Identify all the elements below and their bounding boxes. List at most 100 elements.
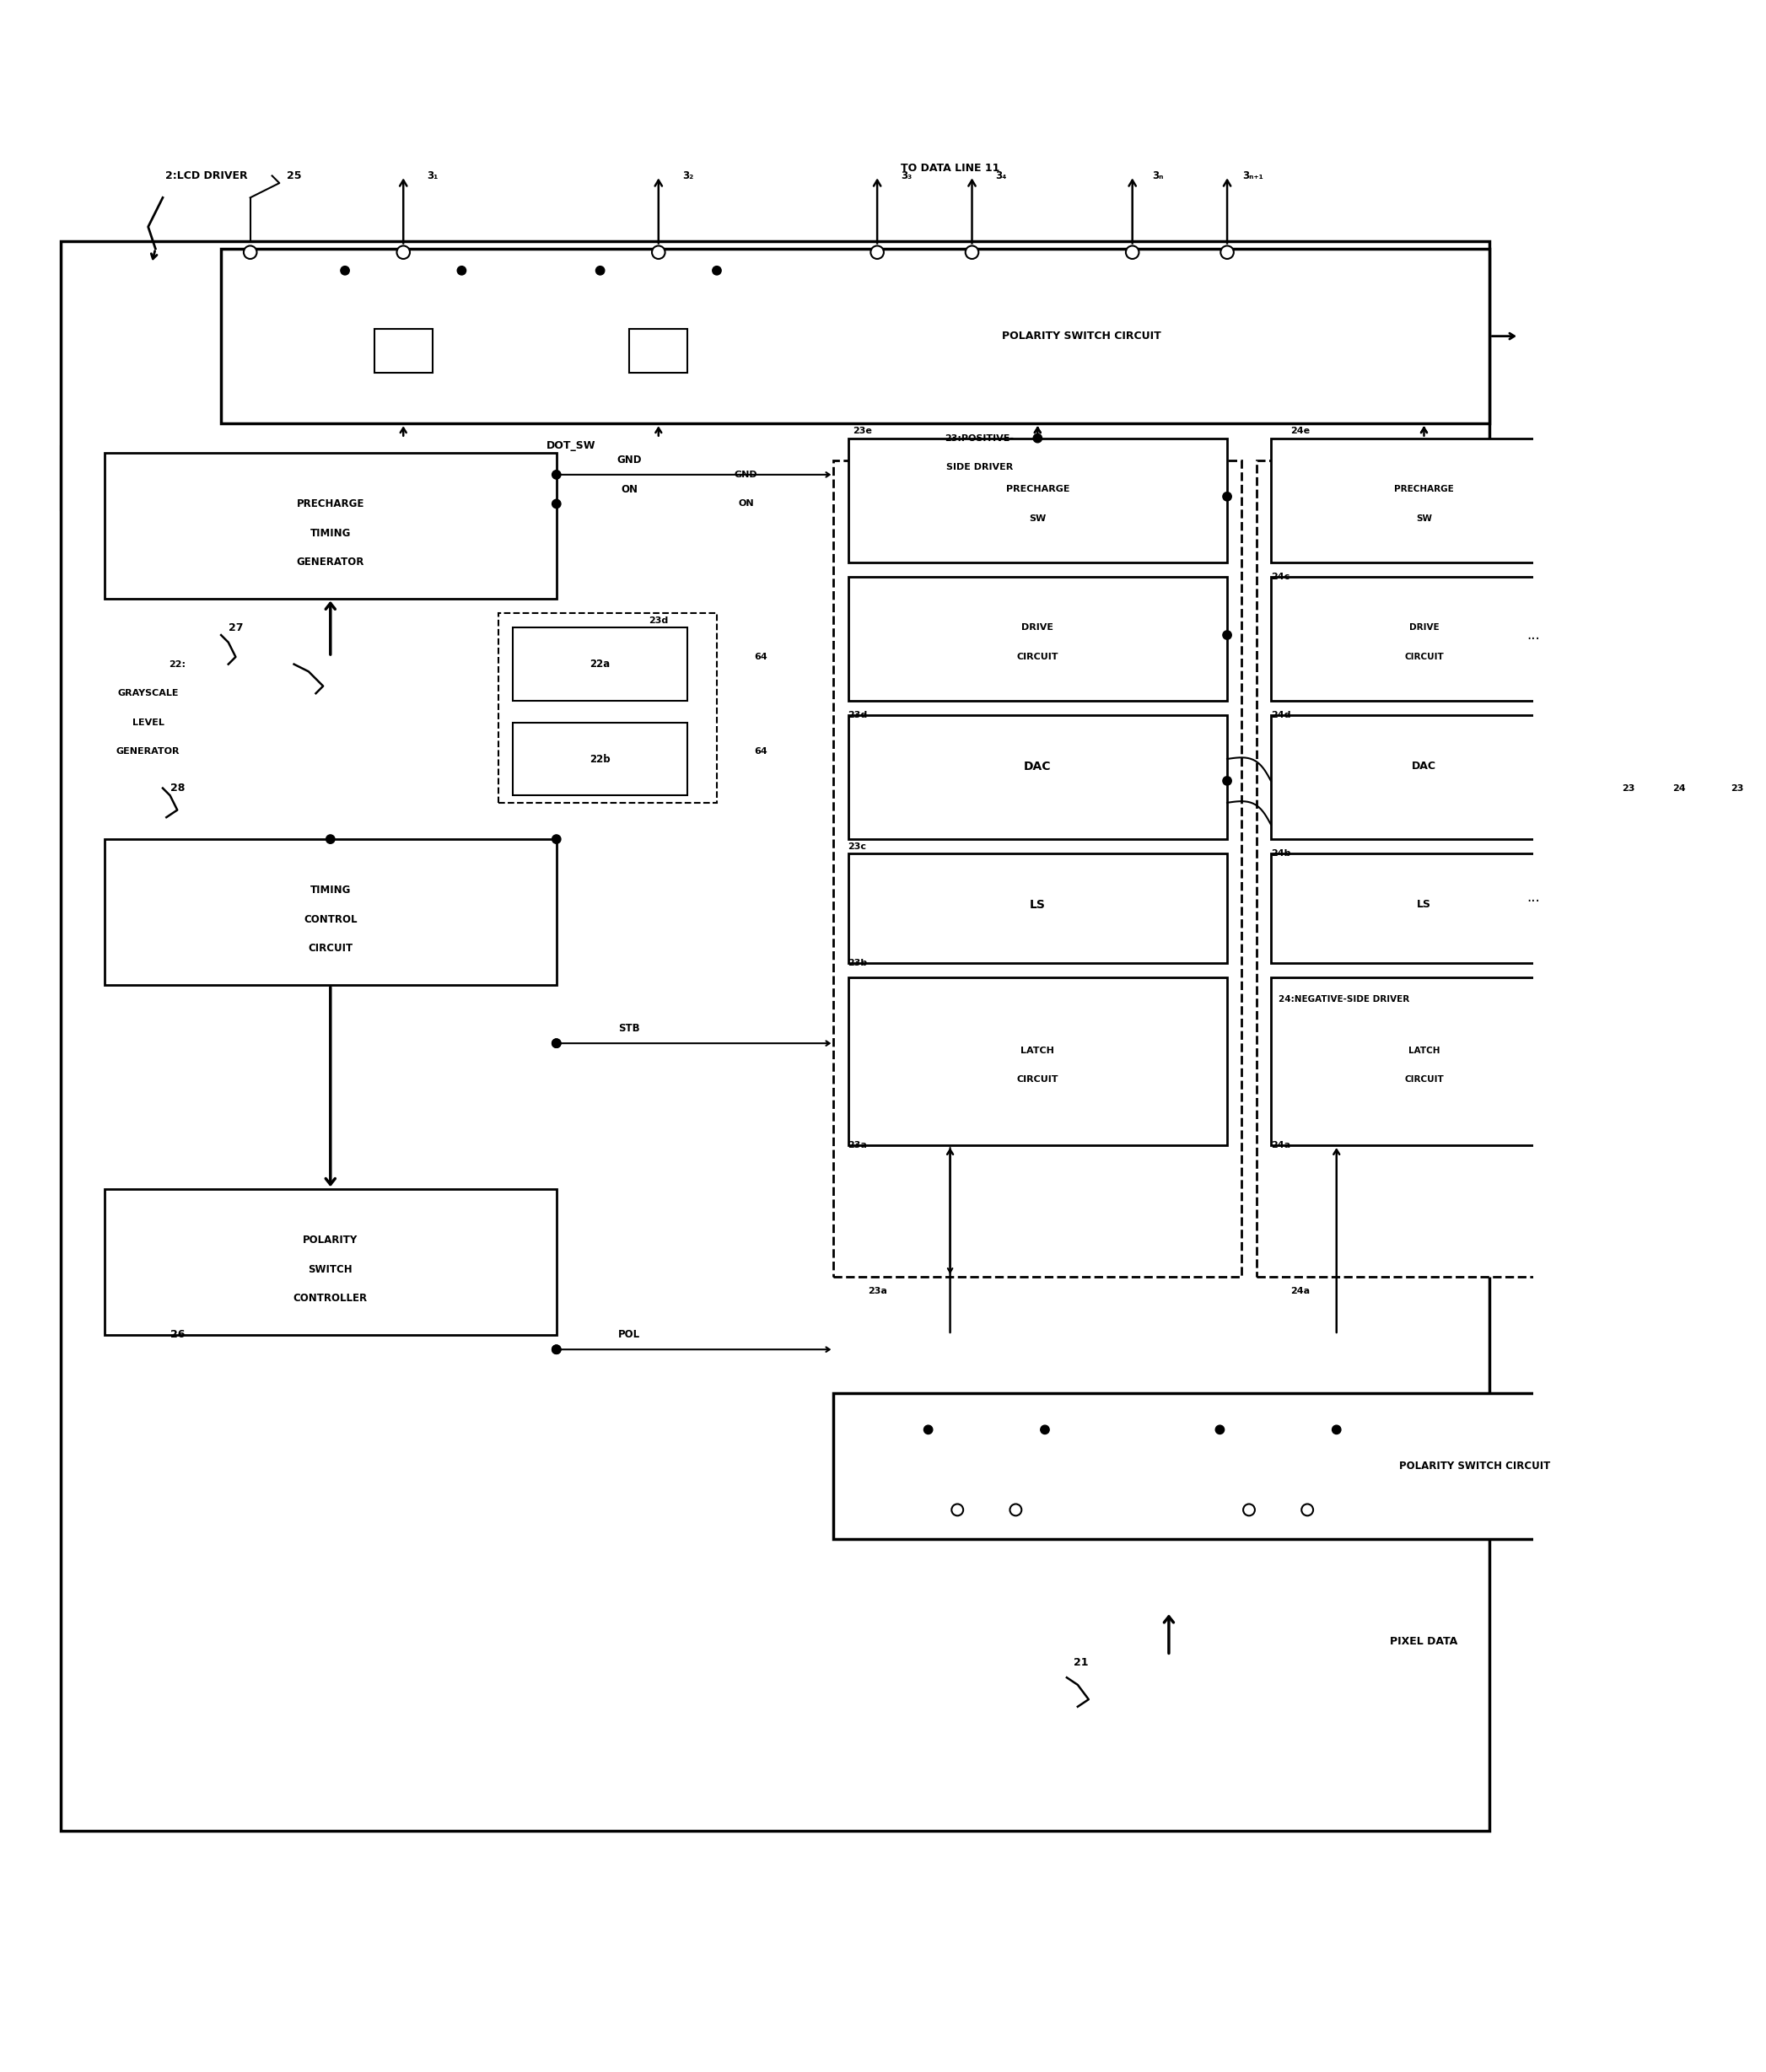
Text: 23c: 23c xyxy=(848,841,867,852)
Text: 28: 28 xyxy=(170,783,185,794)
Text: 24c: 24c xyxy=(1272,572,1289,580)
Circle shape xyxy=(1243,1504,1256,1517)
Bar xyxy=(848,978,1227,1146)
Circle shape xyxy=(1220,247,1234,259)
Text: 3₄: 3₄ xyxy=(996,170,1007,180)
Bar xyxy=(1272,437,1577,562)
Text: STB: STB xyxy=(618,1024,639,1034)
Text: 26: 26 xyxy=(170,1330,185,1341)
Bar xyxy=(848,576,1227,700)
Bar xyxy=(104,839,556,984)
Text: 25: 25 xyxy=(286,170,302,180)
Circle shape xyxy=(595,265,604,276)
Text: GND: GND xyxy=(735,470,758,479)
Bar xyxy=(498,613,717,802)
Text: 23a: 23a xyxy=(848,1142,867,1150)
Text: GENERATOR: GENERATOR xyxy=(117,748,180,756)
Text: DOT_SW: DOT_SW xyxy=(546,439,595,452)
Circle shape xyxy=(1222,493,1231,501)
Text: 23b: 23b xyxy=(848,959,867,968)
Text: 24d: 24d xyxy=(1272,711,1291,719)
Bar xyxy=(104,1189,556,1334)
Text: 23d: 23d xyxy=(648,615,668,624)
Text: DAC: DAC xyxy=(1024,760,1051,773)
Text: 23d: 23d xyxy=(848,711,867,719)
Text: 27: 27 xyxy=(228,622,244,634)
Text: ON: ON xyxy=(738,499,754,508)
Text: TIMING: TIMING xyxy=(311,528,351,539)
Text: PRECHARGE: PRECHARGE xyxy=(1007,485,1070,493)
Bar xyxy=(1272,854,1577,963)
Text: 23e: 23e xyxy=(853,427,872,435)
Text: 3₂: 3₂ xyxy=(682,170,694,180)
Text: 23a: 23a xyxy=(867,1287,887,1295)
Text: CIRCUIT: CIRCUIT xyxy=(1404,653,1445,661)
Circle shape xyxy=(341,265,350,276)
Circle shape xyxy=(1574,1053,1582,1063)
Text: SIDE DRIVER: SIDE DRIVER xyxy=(947,464,1012,472)
Bar xyxy=(1272,576,1577,700)
Circle shape xyxy=(1222,777,1231,785)
Text: SW: SW xyxy=(1416,514,1432,522)
Circle shape xyxy=(871,247,883,259)
Text: LS: LS xyxy=(1416,899,1430,910)
Text: 3₁: 3₁ xyxy=(427,170,438,180)
Text: GRAYSCALE: GRAYSCALE xyxy=(118,690,178,698)
Text: PRECHARGE: PRECHARGE xyxy=(297,499,364,510)
Circle shape xyxy=(924,1426,932,1434)
Circle shape xyxy=(553,1038,562,1048)
Text: 24a: 24a xyxy=(1291,1287,1310,1295)
Circle shape xyxy=(1574,630,1582,640)
Text: 22:: 22: xyxy=(170,661,185,669)
Bar xyxy=(104,454,556,599)
Text: CIRCUIT: CIRCUIT xyxy=(307,943,353,953)
Text: 23:POSITIVE-: 23:POSITIVE- xyxy=(945,433,1014,443)
Text: 23: 23 xyxy=(1621,783,1635,792)
Text: CIRCUIT: CIRCUIT xyxy=(1017,653,1058,661)
Circle shape xyxy=(553,1038,562,1048)
Text: 3ₙ₊₁: 3ₙ₊₁ xyxy=(1241,170,1263,180)
Text: 24e: 24e xyxy=(1291,427,1310,435)
Circle shape xyxy=(553,499,562,508)
Text: PIXEL DATA: PIXEL DATA xyxy=(1390,1635,1459,1647)
Circle shape xyxy=(1222,630,1231,640)
Text: 2:LCD DRIVER: 2:LCD DRIVER xyxy=(166,170,247,180)
Circle shape xyxy=(1332,1426,1340,1434)
Circle shape xyxy=(966,247,978,259)
Text: POL: POL xyxy=(618,1330,641,1341)
Circle shape xyxy=(1040,1426,1049,1434)
Bar xyxy=(848,437,1227,562)
Text: 22a: 22a xyxy=(590,659,611,669)
Circle shape xyxy=(553,470,562,479)
Bar xyxy=(848,854,1227,963)
Bar xyxy=(221,249,1489,423)
Text: DAC: DAC xyxy=(1411,760,1436,771)
Text: TO DATA LINE 11: TO DATA LINE 11 xyxy=(901,164,1000,174)
Bar xyxy=(60,240,1489,1832)
Text: POLARITY: POLARITY xyxy=(304,1235,358,1245)
Bar xyxy=(1272,715,1577,839)
Circle shape xyxy=(1125,247,1139,259)
Text: CIRCUIT: CIRCUIT xyxy=(1404,1075,1445,1084)
Circle shape xyxy=(553,1345,562,1353)
Circle shape xyxy=(712,265,721,276)
Text: LATCH: LATCH xyxy=(1021,1046,1054,1055)
Circle shape xyxy=(952,1504,962,1517)
Circle shape xyxy=(1574,493,1582,501)
Bar xyxy=(1607,460,1708,1276)
Text: 3ₙ: 3ₙ xyxy=(1151,170,1164,180)
Bar xyxy=(834,460,1241,1276)
Bar xyxy=(512,628,687,700)
Bar xyxy=(512,723,687,796)
Text: 24a: 24a xyxy=(1272,1142,1291,1150)
Text: GND: GND xyxy=(616,454,641,466)
Text: POLARITY SWITCH CIRCUIT: POLARITY SWITCH CIRCUIT xyxy=(1001,332,1160,342)
Circle shape xyxy=(1215,1426,1224,1434)
Circle shape xyxy=(553,1345,562,1353)
Text: CONTROLLER: CONTROLLER xyxy=(293,1293,367,1303)
Text: LS: LS xyxy=(1030,899,1045,912)
Text: ON: ON xyxy=(622,483,638,495)
Bar xyxy=(834,1392,1766,1539)
Circle shape xyxy=(327,835,336,843)
Text: 3₃: 3₃ xyxy=(901,170,911,180)
